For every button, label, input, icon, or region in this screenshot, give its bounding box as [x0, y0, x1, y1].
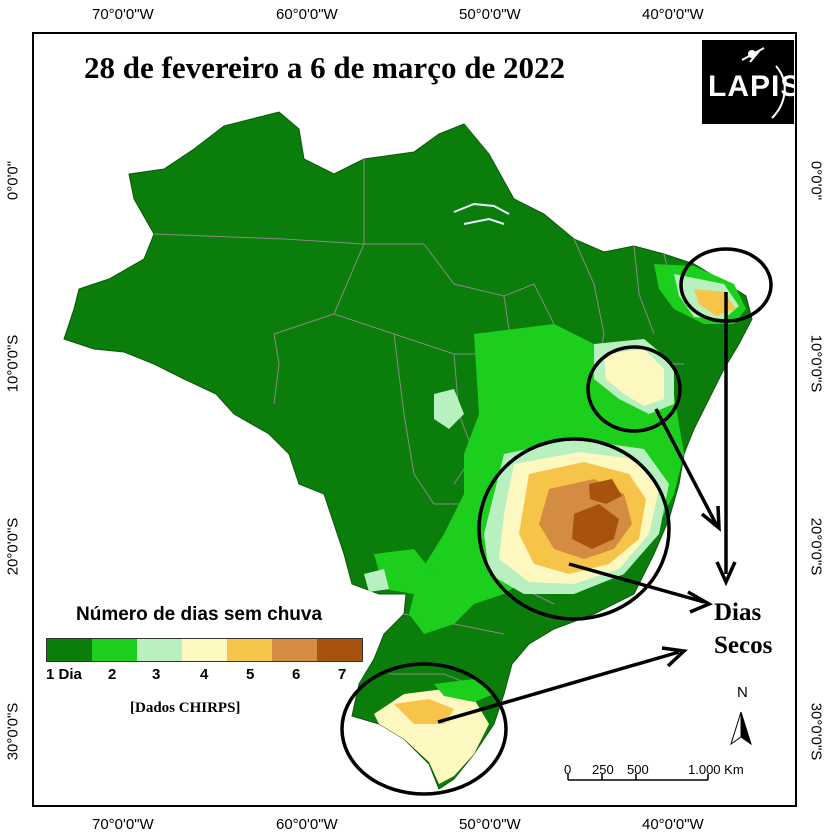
north-label: N — [737, 684, 748, 701]
tick-bottom: 60°0'0"W — [276, 816, 338, 833]
tick-right: 10°0'0"S — [807, 334, 825, 393]
circle-bahia-north — [586, 345, 682, 433]
legend-label: 7 — [338, 666, 347, 683]
arrows — [437, 292, 737, 724]
scale-label: 500 — [627, 762, 649, 777]
legend-label: 4 — [200, 666, 209, 683]
scale-label: 1.000 Km — [688, 762, 744, 777]
amazon-delta — [453, 202, 510, 225]
scale-bar — [567, 774, 709, 781]
tick-left: 10°0'0"S — [4, 334, 22, 393]
legend-swatch — [137, 639, 182, 661]
logo-text: LAPIS — [708, 70, 797, 103]
legend-swatch — [272, 639, 317, 661]
map-title: 28 de fevereiro a 6 de março de 2022 — [84, 50, 565, 85]
legend-label: 6 — [292, 666, 301, 683]
tick-right: 30°0'0"S — [807, 702, 825, 761]
legend-swatch — [47, 639, 92, 661]
tick-bottom: 40°0'0"W — [642, 816, 704, 833]
legend-label: 2 — [108, 666, 117, 683]
tick-top: 70°0'0"W — [92, 6, 154, 23]
legend-label: 5 — [246, 666, 255, 683]
tick-top: 40°0'0"W — [642, 6, 704, 23]
tick-right: 0°0'0" — [807, 160, 825, 201]
scale-label: 250 — [592, 762, 614, 777]
circle-rio-grande-do-sul — [340, 662, 508, 796]
legend-swatch — [317, 639, 362, 661]
legend-swatch — [227, 639, 272, 661]
annotation-line-1: Dias — [714, 599, 762, 626]
legend-color-bar — [46, 638, 363, 662]
tick-bottom: 70°0'0"W — [92, 816, 154, 833]
tick-top: 50°0'0"W — [459, 6, 521, 23]
legend-title: Número de dias sem chuva — [76, 604, 323, 625]
circle-minas-gerais — [477, 437, 671, 621]
tick-left: 20°0'0"S — [4, 517, 22, 576]
legend-label: 1 Dia — [46, 666, 82, 683]
satellite-icon — [741, 47, 786, 119]
dry-days-annotation: Dias Secos — [714, 596, 772, 662]
tick-top: 60°0'0"W — [276, 6, 338, 23]
data-source: [Dados CHIRPS] — [130, 700, 241, 716]
annotation-line-2: Secos — [714, 632, 773, 659]
lapis-logo: LAPIS — [702, 40, 797, 124]
map-frame: 28 de fevereiro a 6 de março de 2022 LAP… — [32, 32, 797, 807]
legend-swatch — [182, 639, 227, 661]
north-arrow — [730, 711, 752, 746]
map-canvas — [63, 111, 773, 796]
scale-label: 0 — [564, 762, 572, 777]
legend-swatch — [92, 639, 137, 661]
tick-bottom: 50°0'0"W — [459, 816, 521, 833]
tick-left: 30°0'0"S — [4, 702, 22, 761]
legend-label: 3 — [152, 666, 161, 683]
tick-right: 20°0'0"S — [807, 517, 825, 576]
brazil-territory — [63, 111, 753, 790]
tick-left: 0°0'0" — [4, 160, 22, 201]
